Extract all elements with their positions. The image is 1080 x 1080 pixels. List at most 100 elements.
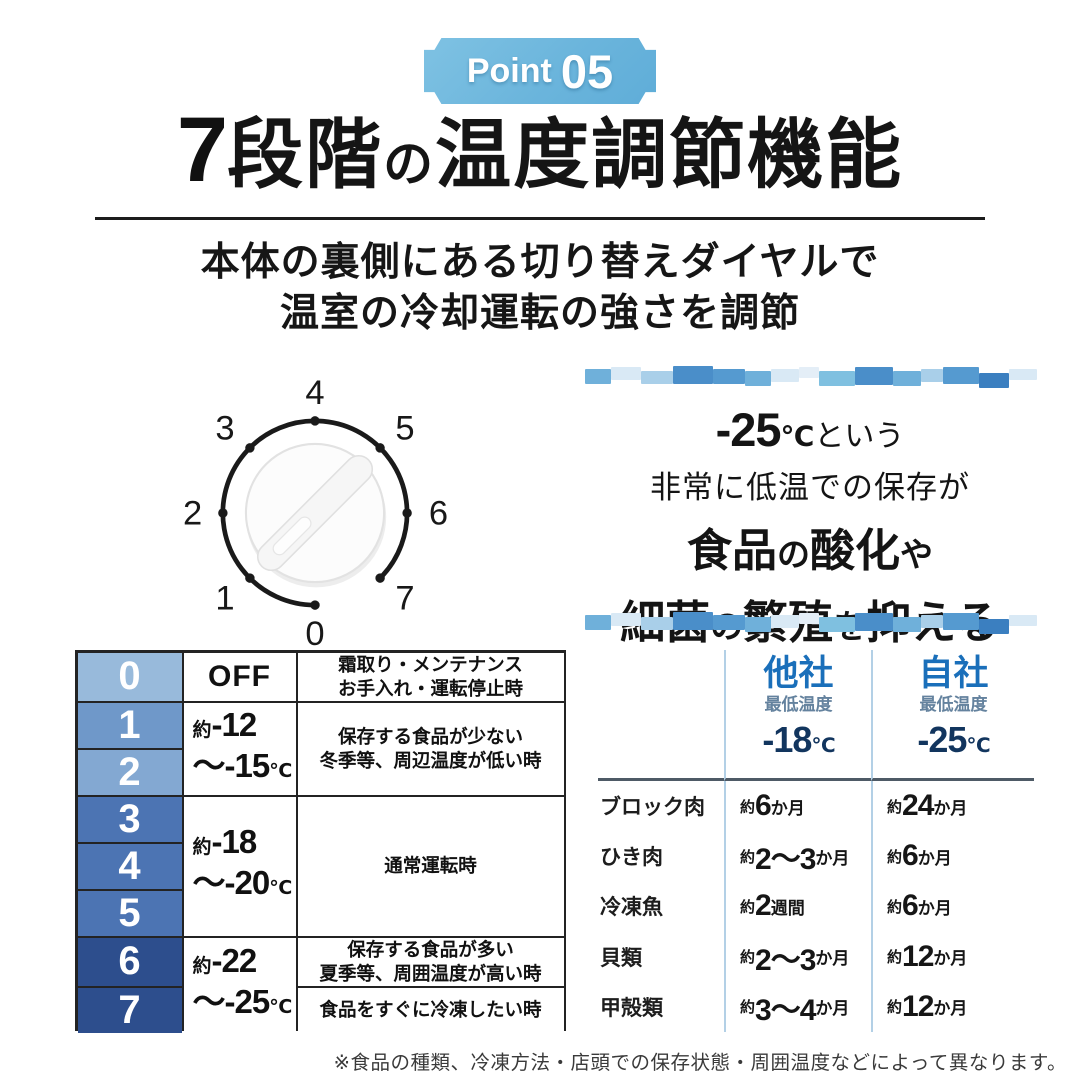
desc-cell-1-2: 保存する食品が少ない 冬季等、周辺温度が低い時 [297,702,564,795]
dial-number-2: 2 [183,495,202,533]
desc-7-line1: 食品をすぐに冷凍したい時 [319,999,542,1020]
food-label-row4: 貝類 [600,946,642,970]
own-value-row5: 約 12 か月 [871,981,1034,1032]
level-cell-4: 4 [77,843,182,889]
desc-cell-6: 保存する食品が多い 夏季等、周囲温度が高い時 [297,937,564,986]
compare-header-other: 他社 最低温度 -18℃ [724,650,871,781]
own-company-temp: -25℃ [917,719,990,760]
temp-6-7-unit: ℃ [269,997,293,1018]
dial-number-0: 0 [305,615,324,653]
own-value-row2: 約 6 か月 [871,831,1034,882]
temp-3-5-to: ～-20 [192,864,271,901]
level-cell-7: 7 [77,987,182,1033]
dial-number-4: 4 [305,374,324,412]
desc-cell-7: 食品をすぐに冷凍したい時 [297,987,564,1033]
food-label-row5: 甲殻類 [600,996,663,1020]
subtitle-line2: 温室の冷却運転の強さを調節 [279,292,800,335]
benefit-line3-particle1: の [777,536,810,573]
food-label-row1: ブロック肉 [600,796,705,820]
title-part1: 段階 [227,113,384,198]
own-value-row1: 約 24 か月 [871,781,1034,832]
benefit-line3-kanji1: 食品 [686,525,777,576]
level-cell-5: 5 [77,890,182,936]
temp-3-5-prefix: 約 [192,837,212,858]
temp-cell-1-2: 約-12 ～-15℃ [183,702,296,795]
compare-header-empty [598,650,724,781]
temp-3-5-value: -18 [211,823,258,860]
benefit-line3-particle2: や [900,536,934,573]
dial-scale-arc [220,418,410,608]
off-label-cell: OFF [183,652,296,701]
footer-disclaimer: ※食品の種類、冷凍方法・店頭での保存状態・周囲温度などによって異なります。 [333,1052,1067,1074]
benefit-temp-unit: ℃ [780,421,815,452]
own-company-sublabel: 最低温度 [919,695,988,714]
desc-cell-0: 霜取り・メンテナンス お手入れ・運転停止時 [297,652,564,701]
food-label-row3: 冷凍魚 [600,896,663,920]
title-part2: 温度調節機能 [435,113,904,198]
desc-6-line2: 夏季等、周囲温度が高い時 [319,962,542,984]
desc-3-5-line1: 通常運転時 [384,855,477,876]
storage-comparison-table: 他社 最低温度 -18℃ 自社 最低温度 -25℃ ブロック肉 約 6 か月 約 24… [598,650,1034,1032]
other-company-temp: -18℃ [762,719,835,760]
title-number: 7 [176,99,228,201]
decorative-mosaic-strip-top [585,366,1037,392]
other-company-label: 他社 [763,654,834,693]
level-cell-6: 6 [77,937,182,986]
dial-number-3: 3 [215,410,234,448]
level-cell-3: 3 [77,796,182,842]
page-title: 7段階の温度調節機能 [0,98,1080,229]
level-cell-1: 1 [77,702,182,748]
desc-1-2-line1: 保存する食品が少ない [337,725,523,747]
own-value-row4: 約 12 か月 [871,931,1034,982]
temp-1-2-value: -12 [211,705,258,743]
food-label-row2: ひき肉 [600,846,663,870]
temp-3-5-unit: ℃ [269,878,293,899]
dial-number-5: 5 [395,410,414,448]
level-cell-0: 0 [77,652,182,701]
point-badge-number: 05 [560,44,614,98]
temp-cell-3-5: 約-18 ～-20℃ [183,796,296,936]
other-value-row1: 約 6 か月 [724,781,871,832]
temp-6-7-to: ～-25 [192,983,271,1020]
other-value-row3: 約 2 週間 [724,881,871,932]
temp-1-2-prefix: 約 [192,719,212,741]
subtitle-line1: 本体の裏側にある切り替えダイヤルで [200,241,880,284]
title-underline [95,217,985,220]
dial-settings-table: 0 OFF 霜取り・メンテナンス お手入れ・運転停止時 1 2 約-12 ～-1… [75,650,566,1033]
other-value-row5: 約 3～4 か月 [724,981,871,1032]
benefit-temp-line: -25℃という [585,402,1035,457]
temp-1-2-to: ～-15 [192,746,271,784]
benefit-temp-rest: という [814,420,905,453]
temp-6-7-prefix: 約 [192,956,212,977]
benefit-line2: 非常に低温での保存が [650,470,970,505]
decorative-mosaic-strip-bottom [585,612,1037,638]
desc-cell-3-5: 通常運転時 [297,796,564,936]
other-value-row4: 約 2～3 か月 [724,931,871,982]
temp-6-7-value: -22 [211,942,258,979]
compare-header-own: 自社 最低温度 -25℃ [871,650,1034,781]
level-cell-2: 2 [77,749,182,795]
other-company-sublabel: 最低温度 [764,695,833,714]
other-value-row2: 約 2～3 か月 [724,831,871,882]
title-particle: の [383,136,436,192]
temp-cell-6-7: 約-22 ～-25℃ [183,937,296,1033]
temp-1-2-unit: ℃ [269,760,293,782]
desc-0-line1: 霜取り・メンテナンス [338,653,523,675]
benefit-line3: 食品の酸化や [585,514,1035,579]
own-value-row3: 約 6 か月 [871,881,1034,932]
dial-knob-handle [256,454,374,572]
benefit-line3-kanji2: 酸化 [810,525,901,576]
point-badge: Point 05 [424,38,656,104]
benefit-panel: -25℃という 非常に低温での保存が 食品の酸化や 細菌の繁殖を抑える [585,366,1037,648]
own-company-label: 自社 [918,654,989,693]
dial-number-6: 6 [429,495,448,533]
desc-0-line2: お手入れ・運転停止時 [337,677,523,699]
dial-number-1: 1 [215,579,234,617]
desc-1-2-line2: 冬季等、周辺温度が低い時 [319,749,542,771]
dial-position-dots [218,416,412,610]
dial-number-7: 7 [395,579,414,617]
point-badge-word: Point [466,51,552,90]
benefit-temp-value: -25 [715,403,782,456]
desc-6-line1: 保存する食品が多い [347,938,514,960]
